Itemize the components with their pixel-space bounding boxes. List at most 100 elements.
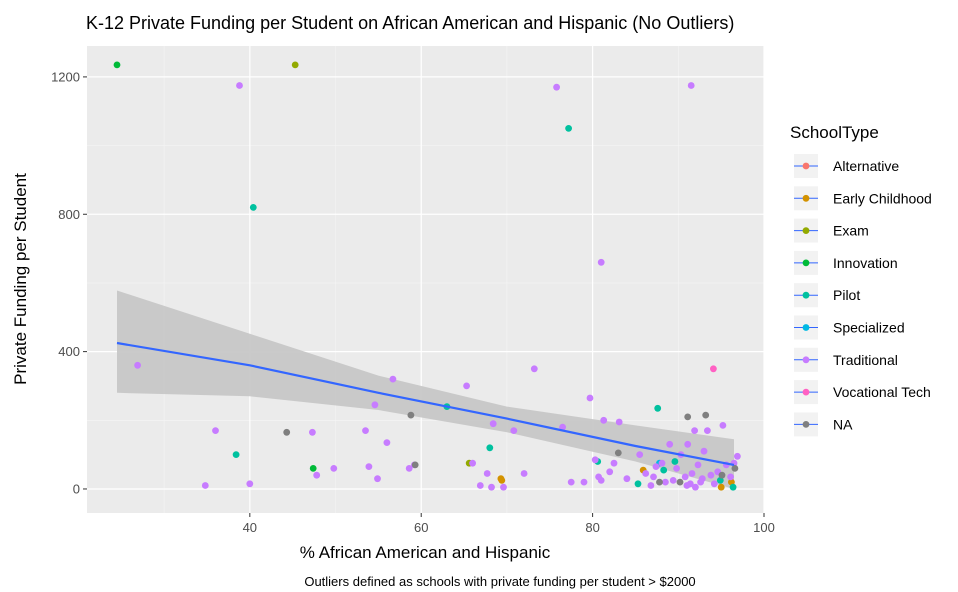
- data-point-traditional: [520, 470, 528, 477]
- data-point-traditional: [586, 394, 594, 402]
- data-point-traditional: [330, 465, 338, 472]
- data-point-traditional: [405, 465, 413, 472]
- legend-label-vocational-tech: Vocational Tech: [833, 384, 931, 400]
- data-point-traditional: [201, 482, 209, 489]
- data-point-traditional: [580, 478, 588, 486]
- legend-title: SchoolType: [790, 123, 879, 142]
- data-point-traditional: [710, 480, 718, 488]
- legend: SchoolType Alternative Early Childhood Exa…: [790, 123, 932, 437]
- data-point-traditional: [686, 480, 694, 488]
- x-axis-ticks: 40 60 80 100: [243, 513, 775, 535]
- data-point-traditional: [597, 258, 605, 266]
- data-point-traditional: [642, 470, 650, 477]
- chart-title: K-12 Private Funding per Student on Afri…: [86, 13, 734, 33]
- data-point-traditional: [510, 427, 518, 434]
- data-point-pilot: [729, 483, 737, 491]
- data-point-traditional: [212, 427, 219, 434]
- data-point-traditional: [694, 461, 702, 469]
- legend-point-early-childhood: [802, 194, 810, 202]
- data-point-traditional: [500, 483, 507, 491]
- data-point-traditional: [389, 375, 397, 383]
- data-point-traditional: [362, 427, 369, 434]
- data-point-na: [656, 478, 663, 486]
- data-point-traditional: [687, 82, 695, 89]
- confidence-ribbon-layer: [117, 290, 734, 489]
- data-point-pilot: [486, 444, 494, 452]
- y-axis-title: Private Funding per Student: [11, 173, 30, 385]
- x-axis-title: % African American and Hispanic: [300, 543, 551, 562]
- data-point-traditional: [704, 427, 711, 434]
- data-point-traditional: [698, 475, 706, 483]
- y-tick-label: 400: [58, 344, 80, 359]
- legend-label-pilot: Pilot: [833, 287, 860, 303]
- data-point-traditional: [684, 440, 692, 448]
- trend-line-layer: [116, 341, 735, 466]
- data-point-traditional: [658, 459, 666, 467]
- data-point-traditional: [309, 428, 316, 436]
- data-point-na: [731, 465, 739, 472]
- chart-caption: Outliers defined as schools with private…: [304, 574, 695, 589]
- data-point-traditional: [662, 478, 669, 486]
- legend-label-early-childhood: Early Childhood: [833, 190, 932, 206]
- legend-point-alternative: [802, 162, 810, 170]
- data-point-traditional: [383, 439, 391, 446]
- data-point-pilot: [716, 477, 724, 484]
- data-point-pilot: [565, 124, 572, 132]
- data-point-traditional: [688, 470, 696, 477]
- data-point-pilot: [249, 204, 257, 211]
- data-point-traditional: [567, 478, 575, 486]
- data-point-traditional: [483, 470, 491, 477]
- data-point-traditional: [469, 459, 476, 467]
- data-point-na: [684, 413, 692, 421]
- data-point-na: [407, 411, 415, 419]
- x-tick-label: 100: [753, 520, 775, 535]
- trend-line: [116, 341, 735, 466]
- data-point-na: [411, 461, 419, 469]
- data-point-traditional: [489, 420, 497, 428]
- data-point-pilot: [671, 458, 679, 465]
- data-point-na: [718, 471, 726, 479]
- y-tick-label: 800: [58, 207, 80, 222]
- data-point-traditional: [313, 471, 321, 479]
- legend-label-specialized: Specialized: [833, 320, 905, 336]
- data-point-traditional: [636, 451, 644, 458]
- data-point-innovation: [309, 465, 317, 472]
- data-point-traditional: [719, 422, 727, 429]
- data-point-early-childhood: [728, 478, 735, 486]
- data-point-traditional: [134, 361, 142, 369]
- x-tick-label: 40: [243, 520, 257, 535]
- data-point-na: [702, 411, 710, 419]
- data-point-traditional: [463, 382, 470, 390]
- data-point-pilot: [654, 404, 662, 412]
- legend-point-traditional: [802, 356, 810, 364]
- legend-point-na: [802, 421, 810, 428]
- data-point-traditional: [488, 483, 495, 491]
- x-tick-label: 80: [585, 520, 599, 535]
- x-tick-label: 60: [414, 520, 428, 535]
- data-points-layer: [113, 61, 741, 491]
- data-point-na: [676, 478, 684, 486]
- data-point-traditional: [691, 427, 698, 434]
- data-point-na: [283, 428, 291, 436]
- data-point-traditional: [246, 480, 254, 488]
- data-point-vocational-tech: [710, 365, 717, 373]
- data-point-traditional: [476, 482, 484, 489]
- data-point-traditional: [597, 477, 605, 484]
- data-point-traditional: [700, 447, 708, 455]
- legend-point-exam: [802, 227, 810, 235]
- y-axis-ticks: 0 400 800 1200: [51, 69, 87, 496]
- data-point-innovation: [113, 61, 121, 69]
- data-point-traditional: [615, 418, 623, 426]
- data-point-traditional: [236, 82, 243, 89]
- legend-label-alternative: Alternative: [833, 158, 899, 174]
- data-point-traditional: [666, 440, 674, 448]
- data-point-traditional: [673, 465, 680, 472]
- data-point-pilot: [660, 466, 668, 474]
- data-point-traditional: [650, 473, 657, 481]
- data-point-traditional: [692, 483, 699, 491]
- confidence-ribbon: [117, 290, 734, 489]
- data-point-traditional: [606, 468, 614, 476]
- data-point-traditional: [600, 416, 608, 424]
- data-point-traditional: [553, 83, 560, 91]
